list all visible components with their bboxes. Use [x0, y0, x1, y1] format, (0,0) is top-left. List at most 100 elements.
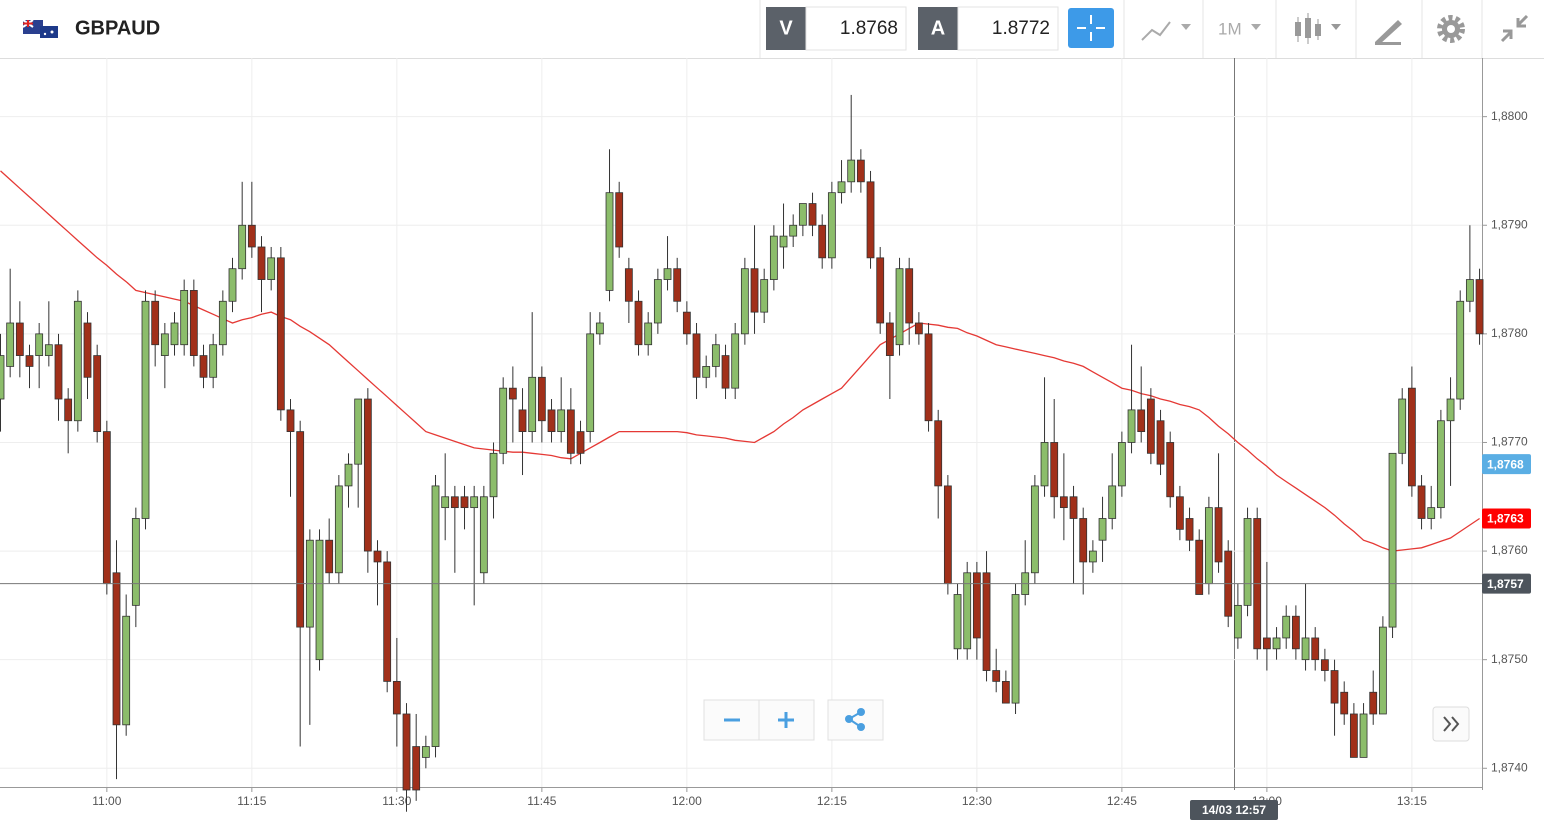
candle-body — [1369, 691, 1378, 715]
candle-body — [286, 409, 295, 433]
candle-body — [663, 268, 672, 280]
candle-body — [779, 235, 788, 248]
candle-body — [15, 322, 24, 356]
candle-body — [431, 485, 440, 747]
candle-body — [1137, 409, 1146, 433]
candle-body — [141, 300, 150, 519]
candle-body — [885, 322, 894, 356]
candle-body — [450, 496, 459, 509]
bid-label: V — [779, 17, 793, 39]
candle-body — [112, 572, 121, 726]
candle-body — [653, 279, 662, 324]
candle-body — [344, 463, 353, 487]
candle-type-button[interactable] — [1295, 13, 1341, 44]
candle-body — [276, 257, 285, 411]
timeframe[interactable]: 1M — [1218, 19, 1242, 38]
candle-body — [818, 224, 827, 259]
share-button[interactable] — [827, 699, 884, 741]
chart-type-button[interactable] — [1141, 21, 1191, 41]
candle-body — [895, 268, 904, 346]
crosshair-button[interactable] — [1068, 8, 1114, 48]
candle-body — [421, 746, 430, 758]
candle-body — [518, 409, 527, 433]
candle-body — [1446, 398, 1455, 422]
candle-body — [1359, 713, 1368, 758]
candle-body — [827, 192, 836, 259]
candle-body — [615, 192, 624, 248]
candle-body — [209, 344, 218, 378]
candle-body — [1282, 615, 1291, 639]
candle-body — [798, 203, 807, 226]
candle-body — [247, 224, 256, 248]
candle-body — [634, 300, 643, 346]
candle-body — [566, 409, 575, 454]
candle-body — [1059, 496, 1068, 509]
candle-body — [373, 550, 382, 563]
zoom-out-button[interactable] — [703, 699, 760, 741]
candle-body — [740, 268, 749, 335]
price-badge-label: 1,8763 — [1487, 512, 1524, 526]
price-badge-label: 1,8768 — [1487, 457, 1524, 471]
candle-body — [1127, 409, 1136, 443]
candle-body — [1398, 398, 1407, 454]
candle-body — [1427, 507, 1436, 519]
candle-body — [189, 290, 198, 356]
candle-body — [441, 496, 450, 509]
candle-body — [537, 376, 546, 422]
settings-button[interactable] — [1437, 15, 1465, 43]
candle-body — [383, 561, 392, 682]
candle-body — [547, 409, 556, 433]
candle-body — [557, 409, 566, 433]
candle-body — [1079, 518, 1088, 563]
candle-body — [692, 333, 701, 378]
candle-body — [673, 268, 682, 302]
price-badge — [1482, 573, 1531, 594]
y-tick-label: 1,8760 — [1491, 543, 1528, 557]
candle-body — [470, 496, 479, 509]
candle-body — [1185, 518, 1194, 541]
candle-body — [412, 746, 421, 791]
y-tick-label: 1,8780 — [1491, 326, 1528, 340]
candle-body — [160, 333, 169, 356]
candle-body — [1098, 518, 1107, 541]
candle-body — [1195, 539, 1204, 595]
candle-body — [6, 322, 15, 367]
candle-body — [1214, 507, 1223, 563]
collapse-button[interactable] — [1500, 14, 1529, 43]
candle-body — [1146, 398, 1155, 454]
candle-body — [25, 355, 34, 367]
candle-body — [586, 333, 595, 433]
candle-body — [354, 398, 363, 465]
candle-body — [334, 485, 343, 574]
symbol: GBPAUD — [75, 17, 160, 39]
candle-body — [731, 333, 740, 389]
candle-body — [1407, 387, 1416, 487]
candle-body — [1175, 496, 1184, 530]
scroll-end-button[interactable] — [1432, 706, 1470, 742]
candle-body — [982, 572, 991, 671]
price-badge-label: 1,8757 — [1487, 577, 1524, 591]
candle-body — [769, 235, 778, 280]
candle-body — [856, 159, 865, 183]
candle-body — [760, 279, 769, 313]
candle-body — [644, 322, 653, 346]
candle-body — [83, 322, 92, 378]
candle-body — [1378, 626, 1387, 715]
candle-body — [847, 159, 856, 183]
candle-body — [1030, 485, 1039, 574]
y-tick-label: 1,8740 — [1491, 760, 1528, 774]
draw-button[interactable] — [1375, 20, 1402, 45]
candle-body — [711, 344, 720, 367]
price-badge — [1482, 508, 1531, 529]
candle-body — [1311, 637, 1320, 661]
candle-body — [238, 224, 247, 270]
zoom-in-button[interactable] — [758, 699, 815, 741]
x-tick-label: 11:15 — [237, 794, 266, 808]
ask-button[interactable] — [918, 7, 958, 50]
candle-body — [1436, 420, 1445, 509]
candle-body — [1117, 442, 1126, 487]
candle-body — [1388, 452, 1397, 628]
bid-button[interactable] — [766, 7, 806, 50]
y-tick-label: 1,8800 — [1491, 109, 1528, 123]
